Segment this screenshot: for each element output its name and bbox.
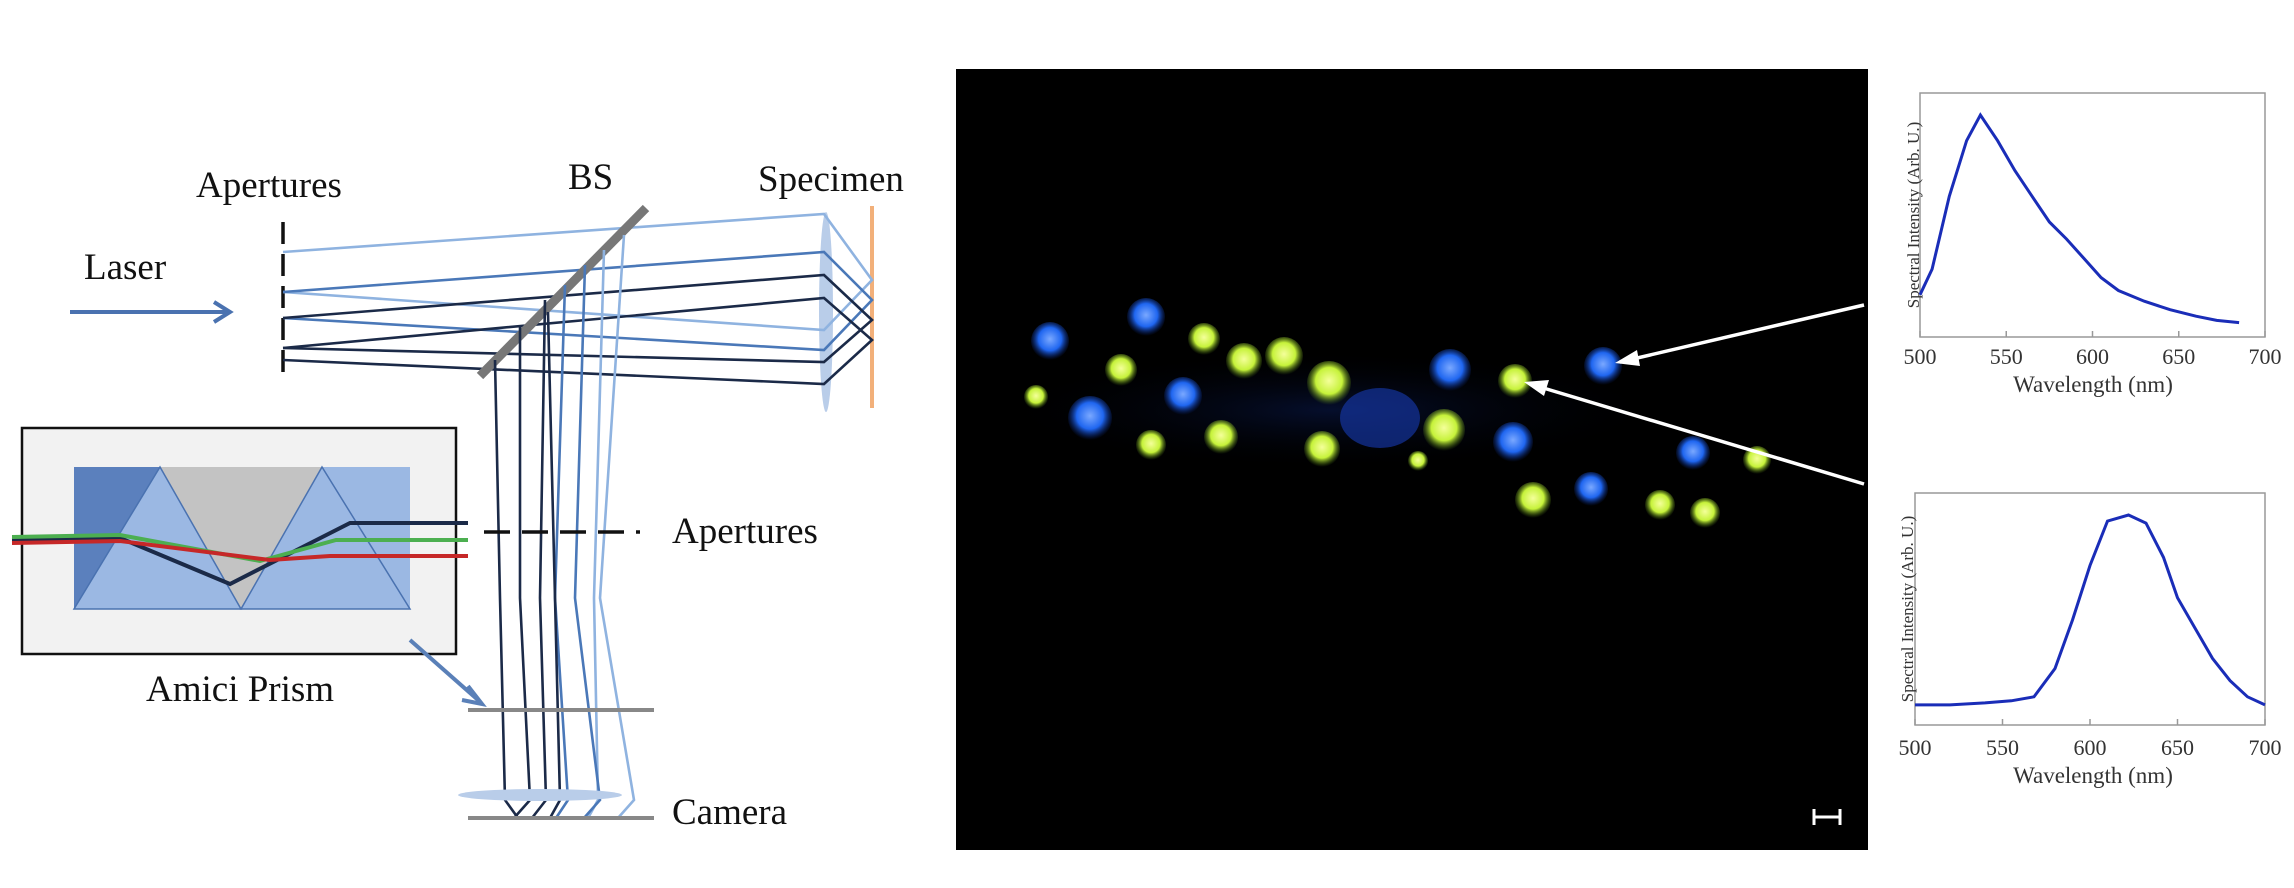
chart2-xtick-label: 700 [2249,735,2282,760]
chart2-frame [1914,492,2266,726]
inset-arrow [408,638,487,708]
label-apertures-top: Apertures [196,165,342,206]
chart1-xtick-label: 700 [2249,344,2282,369]
label-laser: Laser [84,247,167,288]
label-beam-splitter: BS [568,157,614,198]
chart1-xtick-label: 550 [1990,344,2023,369]
chart1-xtick-label: 650 [2162,344,2195,369]
chart2-series-line [1915,513,2266,707]
chart2-xlabel: Wavelength (nm) [2013,763,2173,788]
label-specimen: Specimen [758,159,904,200]
micrograph-background [956,69,1868,850]
chart1-series-line [1918,112,2240,325]
cells-blue [1031,298,1710,506]
camera-lens [458,789,622,801]
label-apertures-mid: Apertures [672,511,818,552]
label-amici-prism: Amici Prism [146,669,335,710]
amici-prism-inset [11,426,468,656]
chart1-xtick-label: 600 [2076,344,2109,369]
callout-arrows [1524,303,1865,486]
detection-rays [493,234,636,819]
scale-bar [1812,809,1842,825]
optical-diagram [11,204,874,820]
chart1-xtick-label: 500 [1904,344,1937,369]
illumination-rays [282,212,874,386]
label-camera: Camera [672,792,788,833]
cells-green [1024,323,1771,528]
chart1-xlabel: Wavelength (nm) [2013,372,2173,397]
chart2-xtick-label: 600 [2074,735,2107,760]
chart1-ylabel: Spectral Intensity (Arb. U.) [1904,122,1923,308]
chart2-ylabel: Spectral Intensity (Arb. U.) [1898,516,1917,702]
chart2-xtick-label: 500 [1899,735,1932,760]
laser-arrow [70,300,234,324]
chart2-xtick-label: 550 [1986,735,2019,760]
beam-splitter [476,204,650,380]
chart1-frame [1919,92,2266,338]
chart2-xtick-label: 650 [2161,735,2194,760]
